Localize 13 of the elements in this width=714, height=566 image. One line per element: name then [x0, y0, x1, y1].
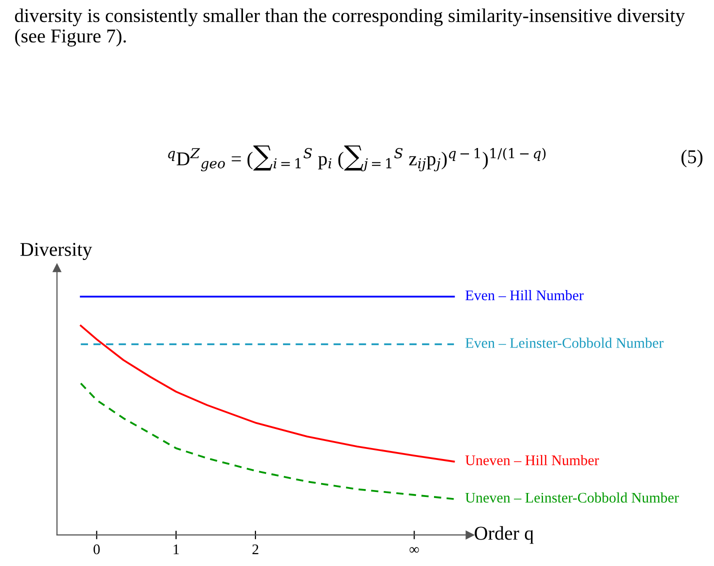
x-tick-label: 2: [252, 544, 258, 554]
x-tick-label: 1: [174, 544, 179, 554]
text: diversity is consistently smaller than the corresponding similarity-insensitive diversity (see Figure 7).: [14, 8, 685, 47]
y-axis-title: Diversity: [20, 242, 92, 260]
series-label: Uneven – Hill Number: [465, 454, 599, 466]
x-tick-label: 0: [94, 544, 100, 554]
x-axis-title: Order q: [474, 526, 534, 544]
series-label: Even – Leinster-Cobbold Number: [465, 338, 664, 348]
series-label: Uneven – Leinster-Cobbold Number: [465, 492, 679, 503]
x-tick-label: ∞: [410, 547, 419, 553]
series-label: Even – Hill Number: [465, 290, 584, 300]
text: $^{q}$D$^{Z}$$_{geo}$ = (∑$_{i=1}$$^{S}$ p$_{i}$ (∑$_{j=1}$$^{S}$ z$_{ij}$p$_{j}$)$^{q−1}$)$^{1/(1−q)}$: [168, 145, 546, 172]
text: (5): [681, 150, 702, 168]
